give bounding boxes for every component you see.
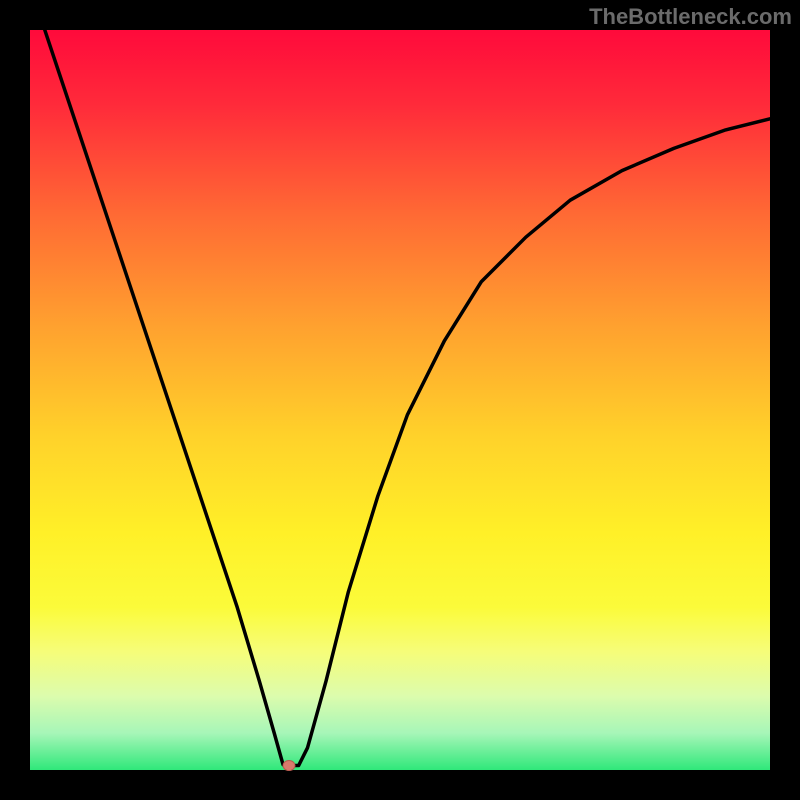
watermark-text: TheBottleneck.com	[589, 4, 792, 30]
minimum-marker	[283, 761, 295, 771]
chart-frame: TheBottleneck.com	[0, 0, 800, 800]
plot-background	[30, 30, 770, 770]
bottleneck-chart	[0, 0, 800, 800]
